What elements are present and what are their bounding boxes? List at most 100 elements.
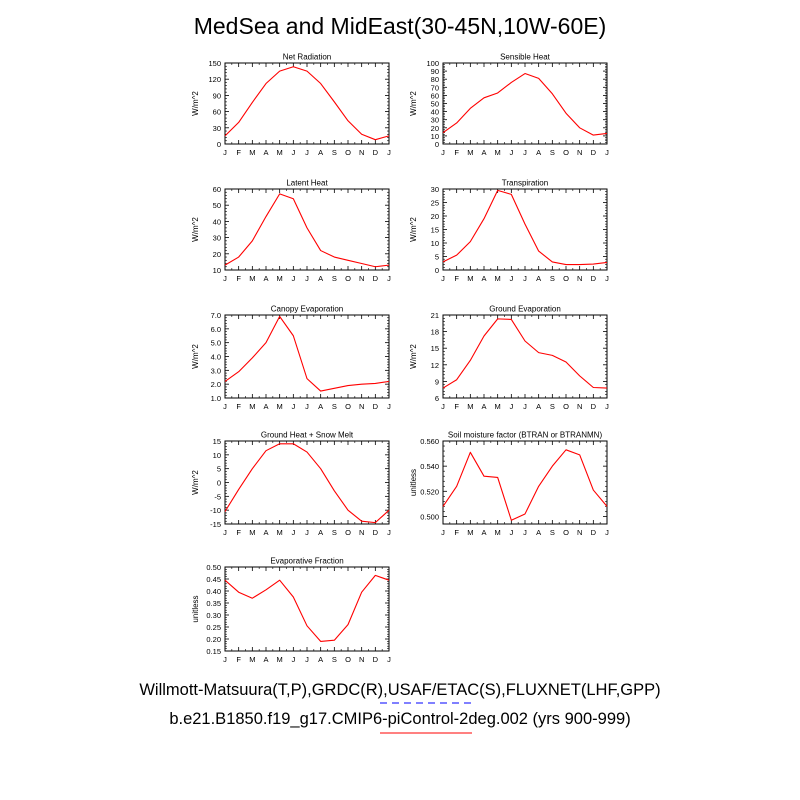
x-tick-label: N (577, 274, 582, 283)
x-tick-label: A (263, 148, 268, 157)
y-tick-label: 0.20 (206, 635, 221, 644)
plot-frame (442, 188, 608, 271)
x-tick-label: M (277, 148, 283, 157)
series-line (442, 318, 608, 389)
y-tick-label: 4.0 (211, 353, 221, 362)
x-tick-label: O (345, 528, 351, 537)
x-tick-label: A (481, 528, 486, 537)
x-tick-label: J (223, 402, 227, 411)
x-tick-label: J (223, 148, 227, 157)
x-tick-label: F (236, 274, 241, 283)
y-axis-label: W/m^2 (409, 344, 418, 369)
panel-title: Latent Heat (286, 179, 328, 188)
panel-title: Canopy Evaporation (271, 305, 344, 314)
plot-frame (224, 188, 390, 271)
x-tick-label: J (305, 528, 309, 537)
y-tick-label: 80 (431, 75, 439, 84)
plot-frame (224, 440, 390, 525)
x-tick-label: S (550, 528, 555, 537)
x-tick-label: F (454, 528, 459, 537)
x-tick-label: J (605, 148, 609, 157)
x-tick-label: M (467, 402, 473, 411)
y-tick-label: 0.30 (206, 611, 221, 620)
y-tick-label: 60 (431, 91, 439, 100)
x-tick-label: S (332, 528, 337, 537)
plot-frame (224, 566, 390, 652)
y-tick-label: 50 (213, 201, 221, 210)
y-tick-label: 5 (435, 253, 439, 262)
y-tick-label: 0.25 (206, 623, 221, 632)
x-tick-label: A (481, 402, 486, 411)
x-tick-label: J (223, 655, 227, 664)
y-tick-label: 1.0 (211, 394, 221, 403)
y-tick-label: 0 (217, 479, 221, 488)
x-tick-label: A (536, 274, 541, 283)
x-tick-label: J (291, 148, 295, 157)
observations-label: Willmott-Matsuura(T,P),GRDC(R),USAF/ETAC… (139, 681, 661, 699)
y-tick-label: 0 (217, 140, 221, 149)
x-tick-label: N (359, 528, 364, 537)
y-axis-label: W/m^2 (191, 217, 200, 242)
x-tick-label: F (236, 528, 241, 537)
panel-title: Evaporative Fraction (270, 557, 343, 566)
plot-frame (224, 62, 390, 145)
x-tick-label: M (495, 528, 501, 537)
x-tick-label: A (318, 274, 323, 283)
series-line (224, 574, 390, 642)
x-tick-label: N (577, 528, 582, 537)
y-tick-label: 15 (213, 437, 221, 446)
x-tick-label: S (550, 402, 555, 411)
x-tick-label: D (373, 655, 379, 664)
y-tick-label: 120 (208, 75, 221, 84)
x-tick-label: A (263, 655, 268, 664)
x-tick-label: N (359, 148, 364, 157)
x-tick-label: O (563, 148, 569, 157)
y-tick-label: 100 (426, 59, 439, 68)
x-tick-label: J (387, 402, 391, 411)
x-tick-label: A (318, 148, 323, 157)
x-tick-label: S (332, 402, 337, 411)
y-tick-label: 90 (213, 91, 221, 100)
x-tick-label: J (387, 655, 391, 664)
y-tick-label: 0.500 (420, 512, 439, 521)
x-tick-label: J (291, 655, 295, 664)
x-tick-label: M (249, 148, 255, 157)
x-tick-label: A (536, 528, 541, 537)
x-tick-label: O (563, 528, 569, 537)
x-tick-label: N (359, 655, 364, 664)
y-tick-label: -10 (210, 506, 221, 515)
x-tick-label: J (523, 148, 527, 157)
plot-frame (442, 314, 608, 399)
x-tick-label: M (277, 655, 283, 664)
x-tick-label: J (291, 528, 295, 537)
x-tick-label: N (359, 402, 364, 411)
x-tick-label: A (318, 528, 323, 537)
plot-frame (442, 62, 608, 145)
x-tick-label: J (387, 148, 391, 157)
y-axis-label: W/m^2 (409, 91, 418, 116)
x-tick-label: O (345, 274, 351, 283)
x-tick-label: A (318, 655, 323, 664)
y-tick-label: 0.540 (420, 462, 439, 471)
y-axis-label: unitless (409, 469, 418, 496)
y-tick-label: 0.15 (206, 647, 221, 656)
x-tick-label: F (454, 402, 459, 411)
x-tick-label: D (591, 274, 597, 283)
x-tick-label: M (249, 655, 255, 664)
x-tick-label: O (345, 655, 351, 664)
y-tick-label: 5.0 (211, 339, 221, 348)
y-tick-label: 6 (435, 394, 439, 403)
y-tick-label: 30 (213, 234, 221, 243)
x-tick-label: O (563, 402, 569, 411)
y-tick-label: -15 (210, 520, 221, 529)
x-tick-label: M (277, 528, 283, 537)
x-tick-label: A (481, 274, 486, 283)
x-tick-label: J (605, 528, 609, 537)
y-tick-label: 70 (431, 83, 439, 92)
x-tick-label: F (454, 274, 459, 283)
panel-8: Soil moisture factor (BTRAN or BTRANMN) u… (409, 431, 609, 538)
x-tick-label: M (495, 402, 501, 411)
